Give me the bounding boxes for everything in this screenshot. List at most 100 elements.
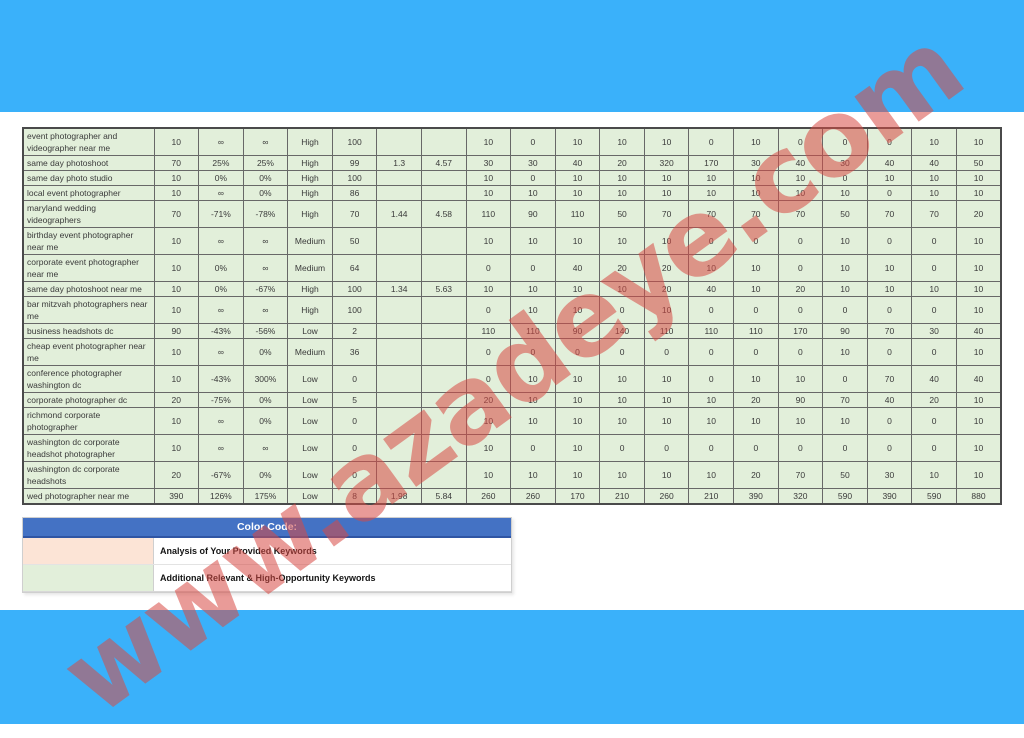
- value-cell: 10: [733, 254, 779, 282]
- value-cell: ∞: [198, 407, 244, 435]
- value-cell: 0: [911, 227, 957, 255]
- value-cell: 40: [688, 281, 735, 297]
- value-cell: 0: [510, 170, 556, 186]
- value-cell: 100: [331, 296, 378, 324]
- value-cell: 10: [688, 185, 735, 201]
- value-cell: 320: [643, 155, 690, 171]
- value-cell: 10: [643, 392, 690, 408]
- value-cell: 5.63: [420, 281, 467, 297]
- value-cell: [420, 323, 467, 339]
- value-cell: 0: [822, 296, 868, 324]
- value-cell: 0: [866, 127, 913, 156]
- keyword-table: event photographer and videographer near…: [22, 127, 1002, 505]
- value-cell: 10: [510, 365, 556, 393]
- legend-row: Analysis of Your Provided Keywords: [23, 538, 511, 565]
- keyword-cell: event photographer and videographer near…: [22, 127, 155, 156]
- value-cell: 1.98: [376, 488, 422, 505]
- value-cell: 10: [822, 407, 868, 435]
- value-cell: 10: [955, 338, 1002, 366]
- value-cell: 10: [599, 227, 645, 255]
- value-cell: 0%: [198, 254, 244, 282]
- value-cell: 126%: [198, 488, 244, 505]
- value-cell: 110: [465, 200, 512, 228]
- value-cell: 10: [153, 170, 200, 186]
- value-cell: Low: [287, 407, 333, 435]
- color-code-legend: Color Code: Analysis of Your Provided Ke…: [22, 517, 512, 593]
- value-cell: 0: [643, 338, 690, 366]
- value-cell: 390: [866, 488, 913, 505]
- value-cell: 0: [465, 338, 512, 366]
- value-cell: 0: [777, 338, 824, 366]
- value-cell: 110: [465, 323, 512, 339]
- value-cell: ∞: [242, 127, 289, 156]
- value-cell: 320: [777, 488, 824, 505]
- value-cell: 110: [510, 323, 556, 339]
- value-cell: 40: [866, 155, 913, 171]
- value-cell: 70: [822, 392, 868, 408]
- value-cell: [376, 323, 422, 339]
- keyword-cell: cheap event photographer near me: [22, 338, 155, 366]
- value-cell: 25%: [242, 155, 289, 171]
- value-cell: 10: [955, 170, 1002, 186]
- value-cell: 50: [331, 227, 378, 255]
- value-cell: [420, 185, 467, 201]
- keyword-analysis-table: event photographer and videographer near…: [22, 127, 1002, 505]
- table-row: cheap event photographer near me 10 ∞ 0% Med…: [22, 338, 1002, 366]
- value-cell: 10: [153, 407, 200, 435]
- value-cell: 10: [510, 185, 556, 201]
- table-row: corporate photographer dc 20 -75% 0% Low 5 20 1…: [22, 392, 1002, 408]
- keyword-cell: richmond corporate photographer: [22, 407, 155, 435]
- value-cell: [420, 227, 467, 255]
- value-cell: [376, 170, 422, 186]
- keyword-cell: washington dc corporate headshots: [22, 461, 155, 489]
- keyword-cell: bar mitzvah photographers near me: [22, 296, 155, 324]
- value-cell: 4.57: [420, 155, 467, 171]
- value-cell: 20: [599, 254, 645, 282]
- value-cell: 0: [777, 296, 824, 324]
- value-cell: 10: [554, 296, 601, 324]
- value-cell: 20: [955, 200, 1002, 228]
- value-cell: 70: [153, 155, 200, 171]
- value-cell: 2: [331, 323, 378, 339]
- value-cell: 10: [911, 170, 957, 186]
- value-cell: 10: [599, 281, 645, 297]
- value-cell: 10: [822, 185, 868, 201]
- value-cell: 0: [866, 296, 913, 324]
- value-cell: 10: [643, 185, 690, 201]
- table-row: same day photoshoot near me 10 0% -67% High 1…: [22, 281, 1002, 297]
- value-cell: 8: [331, 488, 378, 505]
- value-cell: 0: [822, 127, 868, 156]
- table-row: richmond corporate photographer 10 ∞ 0% Low 0…: [22, 407, 1002, 435]
- value-cell: 0%: [198, 281, 244, 297]
- bottom-blue-band: [0, 610, 1024, 724]
- value-cell: 10: [153, 185, 200, 201]
- value-cell: 10: [955, 185, 1002, 201]
- table-row: maryland wedding videographers 70 -71% -78%…: [22, 200, 1002, 228]
- value-cell: 590: [822, 488, 868, 505]
- value-cell: 110: [688, 323, 735, 339]
- value-cell: 10: [822, 281, 868, 297]
- value-cell: 10: [510, 392, 556, 408]
- value-cell: -43%: [198, 365, 244, 393]
- legend-header: Color Code:: [23, 518, 511, 538]
- value-cell: 0: [331, 407, 378, 435]
- value-cell: [420, 434, 467, 462]
- value-cell: 10: [866, 170, 913, 186]
- value-cell: 0: [465, 254, 512, 282]
- value-cell: 0: [510, 434, 556, 462]
- value-cell: 40: [554, 155, 601, 171]
- value-cell: -56%: [242, 323, 289, 339]
- value-cell: -78%: [242, 200, 289, 228]
- value-cell: 20: [733, 461, 779, 489]
- value-cell: 70: [866, 365, 913, 393]
- value-cell: 70: [733, 200, 779, 228]
- table-row: corporate event photographer near me 10 0%…: [22, 254, 1002, 282]
- value-cell: 70: [911, 200, 957, 228]
- value-cell: 10: [955, 461, 1002, 489]
- value-cell: 10: [599, 392, 645, 408]
- keyword-cell: business headshots dc: [22, 323, 155, 339]
- value-cell: 390: [733, 488, 779, 505]
- value-cell: 5.84: [420, 488, 467, 505]
- value-cell: 10: [153, 127, 200, 156]
- value-cell: 0: [866, 338, 913, 366]
